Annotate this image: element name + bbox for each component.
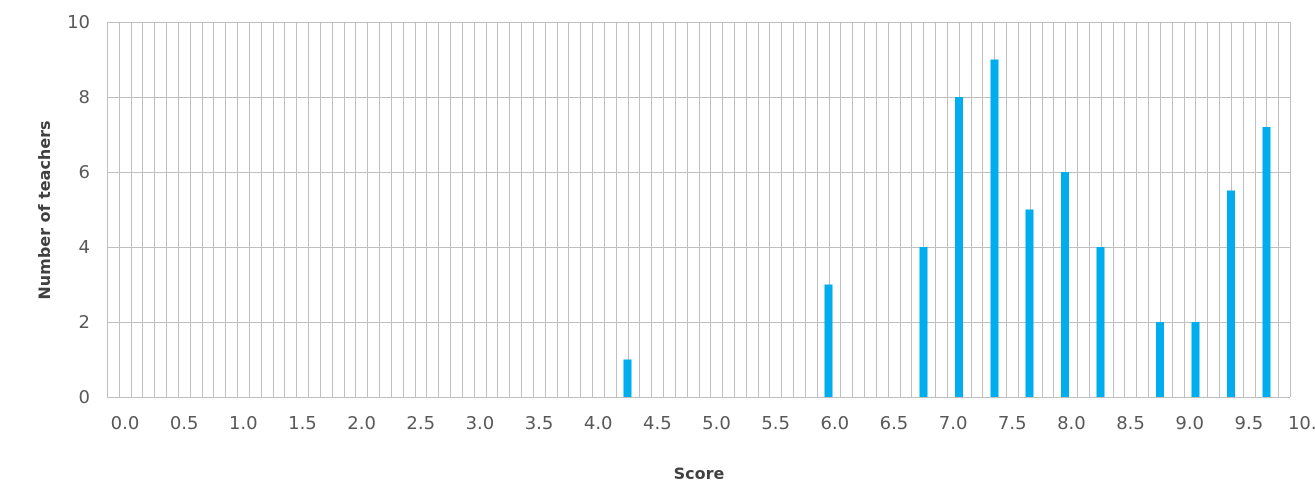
x-tick-label: 9.5 [1235, 413, 1264, 434]
y-tick-label: 10 [67, 12, 90, 33]
x-tick-label: 3.5 [525, 413, 554, 434]
y-tick-label: 6 [79, 162, 90, 183]
x-tick-label: 2.0 [347, 413, 376, 434]
x-tick-label: 8.0 [1057, 413, 1086, 434]
y-axis-ticks: 0 2 4 6 8 10 [67, 12, 90, 408]
bar [1191, 322, 1200, 397]
x-tick-label: 4.0 [584, 413, 613, 434]
bar [954, 97, 963, 397]
x-tick-label: 9.0 [1175, 413, 1204, 434]
x-tick-label: 1.5 [288, 413, 317, 434]
bar [919, 247, 928, 397]
bar [990, 59, 999, 397]
bar [1155, 322, 1164, 397]
x-tick-label: 3.0 [466, 413, 495, 434]
bars [623, 59, 1271, 397]
x-axis-ticks: 0.0 0.5 1.0 1.5 2.0 2.5 3.0 3.5 4.0 4.5 5.0 5.5 6.0 6… [111, 413, 1315, 434]
y-tick-label: 8 [79, 87, 90, 108]
x-tick-label: 5.5 [761, 413, 790, 434]
y-tick-label: 0 [79, 387, 90, 408]
bar [824, 284, 833, 397]
x-tick-label: 1.0 [229, 413, 258, 434]
x-tick-label: 6.5 [880, 413, 909, 434]
x-tick-label: 0.5 [170, 413, 199, 434]
bar [1025, 209, 1034, 397]
bar [623, 359, 632, 397]
x-tick-label: 6.0 [820, 413, 849, 434]
x-tick-label: 5.0 [702, 413, 731, 434]
x-axis-title: Score [674, 464, 725, 483]
x-tick-label: 2.5 [406, 413, 435, 434]
grid [107, 22, 1291, 398]
y-tick-label: 4 [79, 237, 90, 258]
bar [1226, 190, 1235, 397]
bar [1262, 127, 1271, 397]
bar [1061, 172, 1070, 397]
y-tick-label: 2 [79, 312, 90, 333]
bar [1096, 247, 1105, 397]
x-tick-label: 0.0 [111, 413, 140, 434]
x-tick-label: 8.5 [1116, 413, 1145, 434]
y-axis-title: Number of teachers [35, 120, 54, 299]
x-tick-label: 4.5 [643, 413, 672, 434]
x-tick-label: 7.0 [939, 413, 968, 434]
x-tick-label: 7.5 [998, 413, 1027, 434]
x-tick-label: 10.0 [1288, 413, 1315, 434]
